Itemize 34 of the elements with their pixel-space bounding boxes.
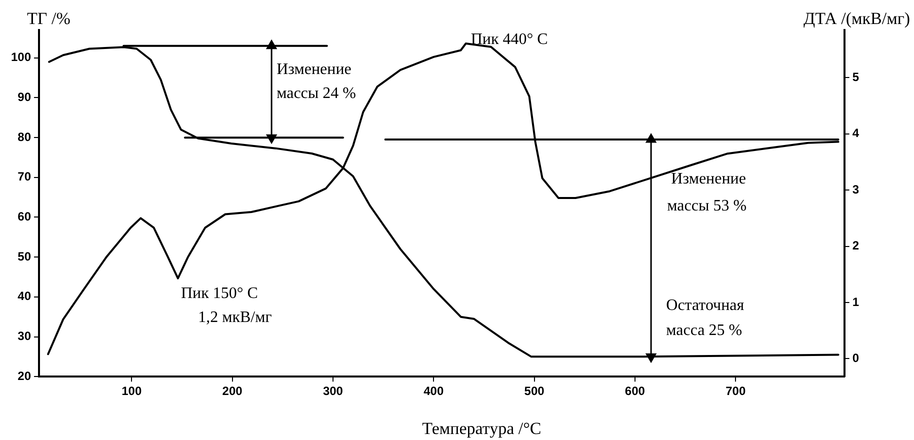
y-tick-label: 40 [18, 289, 32, 304]
x-tick-label: 400 [424, 384, 444, 398]
y-tick-label: 20 [18, 368, 32, 383]
y2-tick-label: 2 [852, 238, 860, 253]
annotation: Изменение [276, 61, 352, 78]
y2-tick-label: 1 [852, 294, 860, 309]
y-tick-label: 90 [18, 90, 32, 104]
x-tick-label: 700 [726, 384, 746, 398]
y-tick-label: 70 [18, 170, 32, 184]
annotation: Пик 150° C [180, 285, 258, 302]
annotation: 1,2 мкВ/мг [198, 309, 272, 326]
y2-tick-label: 5 [852, 70, 860, 84]
y-tick-label: 50 [18, 249, 32, 264]
y-tick-label: 100 [10, 50, 32, 64]
y-axis-title: ТГ /% [27, 9, 70, 28]
y-tick-label: 80 [18, 130, 32, 144]
annotation: масса 25 % [666, 322, 742, 339]
y2-tick-label: 3 [852, 182, 860, 196]
annotation: массы 24 % [276, 84, 356, 102]
x-tick-label: 300 [322, 384, 344, 398]
y-tick-label: 30 [18, 329, 32, 344]
x-axis-title: Температура /°С [422, 419, 542, 438]
annotation: массы 53 % [667, 197, 747, 214]
y2-tick-label: 4 [852, 126, 860, 140]
annotation: Остаточная [666, 297, 745, 314]
x-tick-label: 100 [122, 384, 142, 398]
x-tick-label: 600 [624, 384, 646, 398]
y2-tick-label: 0 [852, 350, 860, 365]
y-tick-label: 60 [18, 210, 32, 224]
y2-axis-title: ДТА /(мкВ/мг) [803, 9, 910, 28]
x-tick-label: 200 [222, 384, 243, 398]
annotation: Пик 440° C [470, 31, 548, 48]
annotation: Изменение [671, 170, 746, 188]
x-tick-label: 500 [524, 384, 545, 398]
